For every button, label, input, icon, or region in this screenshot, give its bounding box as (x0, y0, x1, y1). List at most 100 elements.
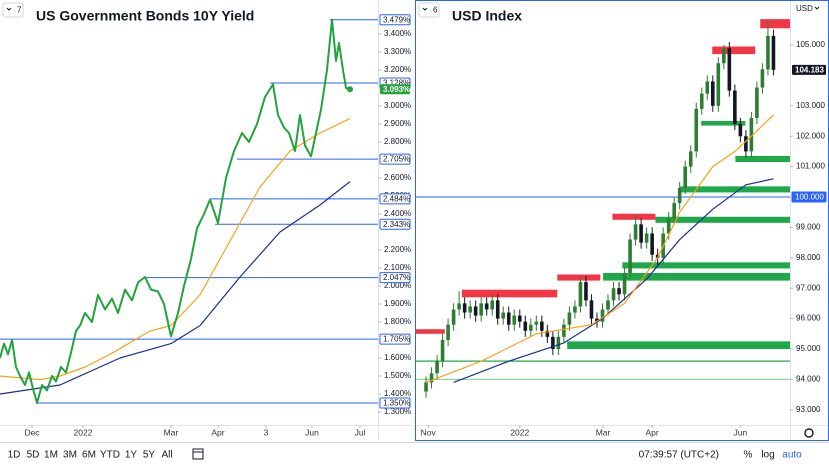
y-tick-label: 1.900% (384, 299, 411, 308)
chart: 3.400% 3.300% 3.200% 3.000% 2.900% 2.800% 2.60… (0, 14, 411, 437)
level-label: 2.343% (383, 220, 410, 229)
range-button[interactable]: 5D (27, 450, 40, 461)
zone (712, 46, 756, 55)
level-label: 1.350% (383, 399, 410, 408)
level-label-box (379, 333, 411, 345)
range-button[interactable]: 6M (82, 450, 96, 461)
candle-body (506, 312, 511, 325)
candle-body (562, 324, 566, 337)
candle-body (545, 330, 550, 337)
candle-body (771, 35, 776, 70)
candle-body (578, 282, 583, 307)
last-value-label: 104.183 (795, 65, 824, 74)
scale-option[interactable]: auto (782, 450, 802, 461)
candle-body (490, 300, 495, 310)
zone (622, 262, 790, 269)
candle-body (484, 303, 489, 310)
level-label: 100.000 (795, 193, 824, 202)
candle-body (429, 373, 434, 383)
x-tick-label: Mar (596, 427, 611, 437)
pane-badge[interactable] (418, 2, 440, 18)
y-tick-label: 2.100% (384, 263, 411, 272)
candle-body (529, 324, 533, 331)
x-tick-label: Mar (164, 427, 179, 437)
candle-body (435, 361, 439, 374)
x-tick-label: Apr (211, 427, 224, 437)
line-series (453, 178, 774, 383)
zone (735, 155, 790, 163)
scale-option[interactable]: % (744, 450, 753, 461)
candle-body (457, 303, 461, 310)
candle-body (606, 300, 610, 310)
scale-option[interactable]: log (761, 450, 774, 461)
candle-body (479, 303, 483, 316)
candle-body (501, 312, 506, 319)
candle-body (600, 309, 605, 322)
candle-body (611, 288, 616, 301)
candle-body (567, 312, 572, 325)
pane-badge[interactable] (2, 2, 24, 18)
y-tick-label: 93.000 (796, 405, 821, 414)
line-series (0, 118, 351, 381)
x-tick-label: Nov (421, 427, 437, 437)
candle-body (666, 218, 671, 234)
marks: 3.400% 3.300% 3.200% 3.000% 2.900% 2.800% 2.60… (0, 14, 827, 437)
candle-body (677, 187, 682, 204)
y-tick-label: 2.000% (384, 281, 411, 290)
range-button[interactable]: 1Y (125, 450, 138, 461)
level-label-box (379, 272, 411, 284)
range-button[interactable]: 1D (8, 450, 21, 461)
y-tick-label: 3.300% (384, 47, 411, 56)
range-button[interactable]: 5Y (143, 450, 156, 461)
clock: 07:39:57 (UTC+2) (639, 450, 719, 461)
settings-icon[interactable] (804, 428, 814, 438)
zone (680, 186, 790, 193)
range-button[interactable]: YTD (100, 450, 120, 461)
candle-body (473, 306, 478, 316)
y-tick-label: 95.000 (796, 344, 821, 353)
last-value-box (380, 84, 410, 95)
level-label: 1.705% (383, 335, 410, 344)
x-tick-label: Jul (355, 427, 366, 437)
candle-body (534, 321, 539, 325)
range-button[interactable]: 1M (44, 450, 58, 461)
candle-body (446, 324, 450, 340)
candle-body (749, 117, 754, 152)
y-tick-label: 102.000 (796, 131, 825, 140)
candle-body (650, 233, 654, 255)
candle-body (760, 69, 765, 88)
currency[interactable]: USD (796, 4, 813, 13)
line-series (0, 18, 351, 404)
y-tick-label: 96.000 (796, 314, 821, 323)
range-button[interactable]: All (161, 450, 172, 461)
y-tick-label: 99.000 (796, 223, 821, 232)
last-value-label: 3.093% (383, 85, 410, 94)
range-button[interactable]: 3M (63, 450, 77, 461)
pane-number: 6 (433, 6, 438, 15)
level-label-box (379, 193, 411, 205)
candle-body (589, 300, 594, 319)
candle-body (540, 321, 544, 331)
candle-body (633, 224, 638, 240)
candle-body (556, 336, 561, 349)
y-tick-label: 1.400% (384, 389, 411, 398)
zone (612, 213, 656, 220)
level-label: 3.128% (383, 79, 410, 88)
pane-number: 7 (17, 6, 22, 15)
zone (655, 216, 790, 223)
candle-body (523, 321, 528, 331)
candle-body (639, 224, 643, 243)
level-label: 2.484% (383, 195, 410, 204)
candle-body (440, 339, 445, 362)
date-range-icon[interactable] (192, 448, 204, 460)
chart-title: USD Index (452, 8, 522, 24)
candle-body (683, 166, 688, 188)
y-tick-label: 94.000 (796, 375, 821, 384)
candle-body (628, 239, 632, 273)
candle-body (705, 81, 710, 94)
level-label: 2.047% (383, 273, 410, 282)
x-tick-label: 3 (264, 427, 269, 437)
y-tick-label: 98.000 (796, 253, 821, 262)
y-tick-label: 1.300% (384, 407, 411, 416)
y-tick-label: 2.400% (384, 209, 411, 218)
